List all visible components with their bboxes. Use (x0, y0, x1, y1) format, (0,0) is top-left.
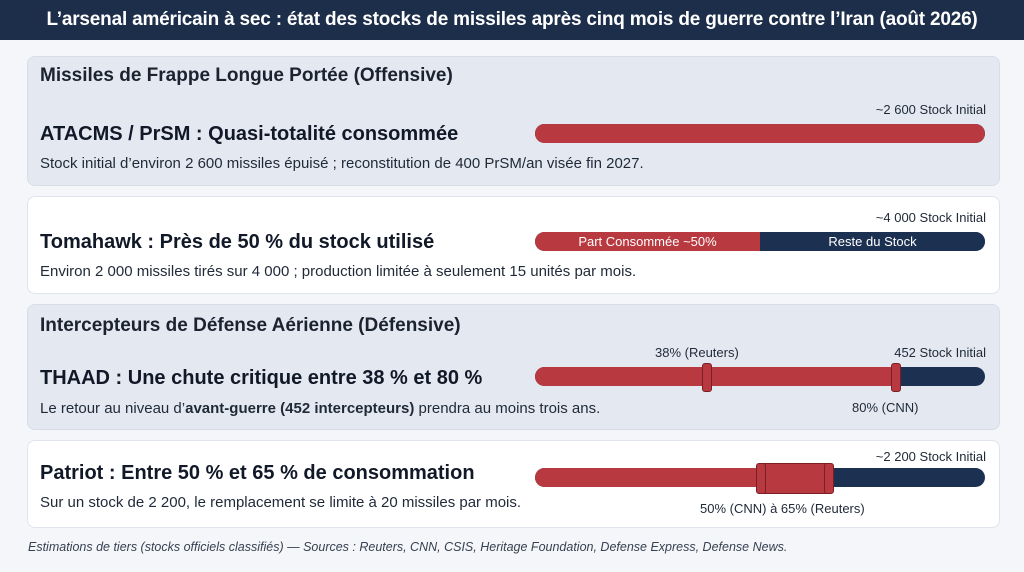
patriot-range-label: 50% (CNN) à 65% (Reuters) (700, 501, 865, 516)
thaad-high-label: 80% (CNN) (852, 400, 919, 415)
offensive-panel: Missiles de Frappe Longue Portée (Offens… (27, 56, 1000, 186)
patriot-marker-low (756, 463, 766, 494)
tomahawk-description: Environ 2 000 missiles tirés sur 4 000 ;… (40, 263, 637, 280)
thaad-marker-low (702, 363, 712, 392)
thaad-description-pre: Le retour au niveau d’ (40, 400, 186, 417)
thaad-description-bold: avant-guerre (452 intercepteurs) (185, 400, 415, 417)
patriot-stock-label: ~2 200 Stock Initial (875, 449, 986, 464)
tomahawk-consumed-label: Part Consommée ~50% (578, 234, 717, 249)
thaad-stock-label: 452 Stock Initial (894, 345, 986, 360)
page-title: L’arsenal américain à sec : état des sto… (0, 0, 1024, 40)
defensive-section-title: Intercepteurs de Défense Aérienne (Défen… (40, 315, 461, 336)
tomahawk-remaining-segment: Reste du Stock (760, 232, 985, 251)
thaad-description-post: prendra au moins trois ans. (414, 400, 601, 417)
thaad-consumed-segment (535, 367, 895, 386)
tomahawk-remaining-label: Reste du Stock (828, 234, 917, 249)
atacms-description: Stock initial d’environ 2 600 missiles é… (40, 155, 644, 172)
patriot-title: Patriot : Entre 50 % et 65 % de consomma… (40, 462, 475, 484)
tomahawk-bar: Part Consommée ~50% Reste du Stock (535, 232, 985, 251)
patriot-description: Sur un stock de 2 200, le remplacement s… (40, 494, 522, 511)
footer-sources: Estimations de tiers (stocks officiels c… (28, 540, 788, 554)
patriot-consumed-segment (535, 468, 828, 487)
thaad-low-label: 38% (Reuters) (655, 345, 739, 360)
patriot-range-block (760, 463, 830, 494)
patriot-marker-high (823, 463, 834, 494)
tomahawk-stock-label: ~4 000 Stock Initial (875, 210, 986, 225)
atacms-title: ATACMS / PrSM : Quasi-totalité consommée (40, 123, 459, 145)
atacms-bar (535, 124, 985, 143)
thaad-marker-high (891, 363, 901, 392)
tomahawk-title: Tomahawk : Près de 50 % du stock utilisé (40, 231, 435, 253)
tomahawk-consumed-segment: Part Consommée ~50% (535, 232, 760, 251)
thaad-title: THAAD : Une chute critique entre 38 % et… (40, 367, 483, 389)
offensive-section-title: Missiles de Frappe Longue Portée (Offens… (40, 65, 453, 86)
thaad-description: Le retour au niveau d’avant-guerre (452 … (40, 400, 600, 417)
page-title-text: L’arsenal américain à sec : état des sto… (46, 9, 978, 30)
thaad-bar (535, 367, 985, 386)
atacms-stock-label: ~2 600 Stock Initial (875, 102, 986, 117)
atacms-consumed-segment (535, 124, 985, 143)
